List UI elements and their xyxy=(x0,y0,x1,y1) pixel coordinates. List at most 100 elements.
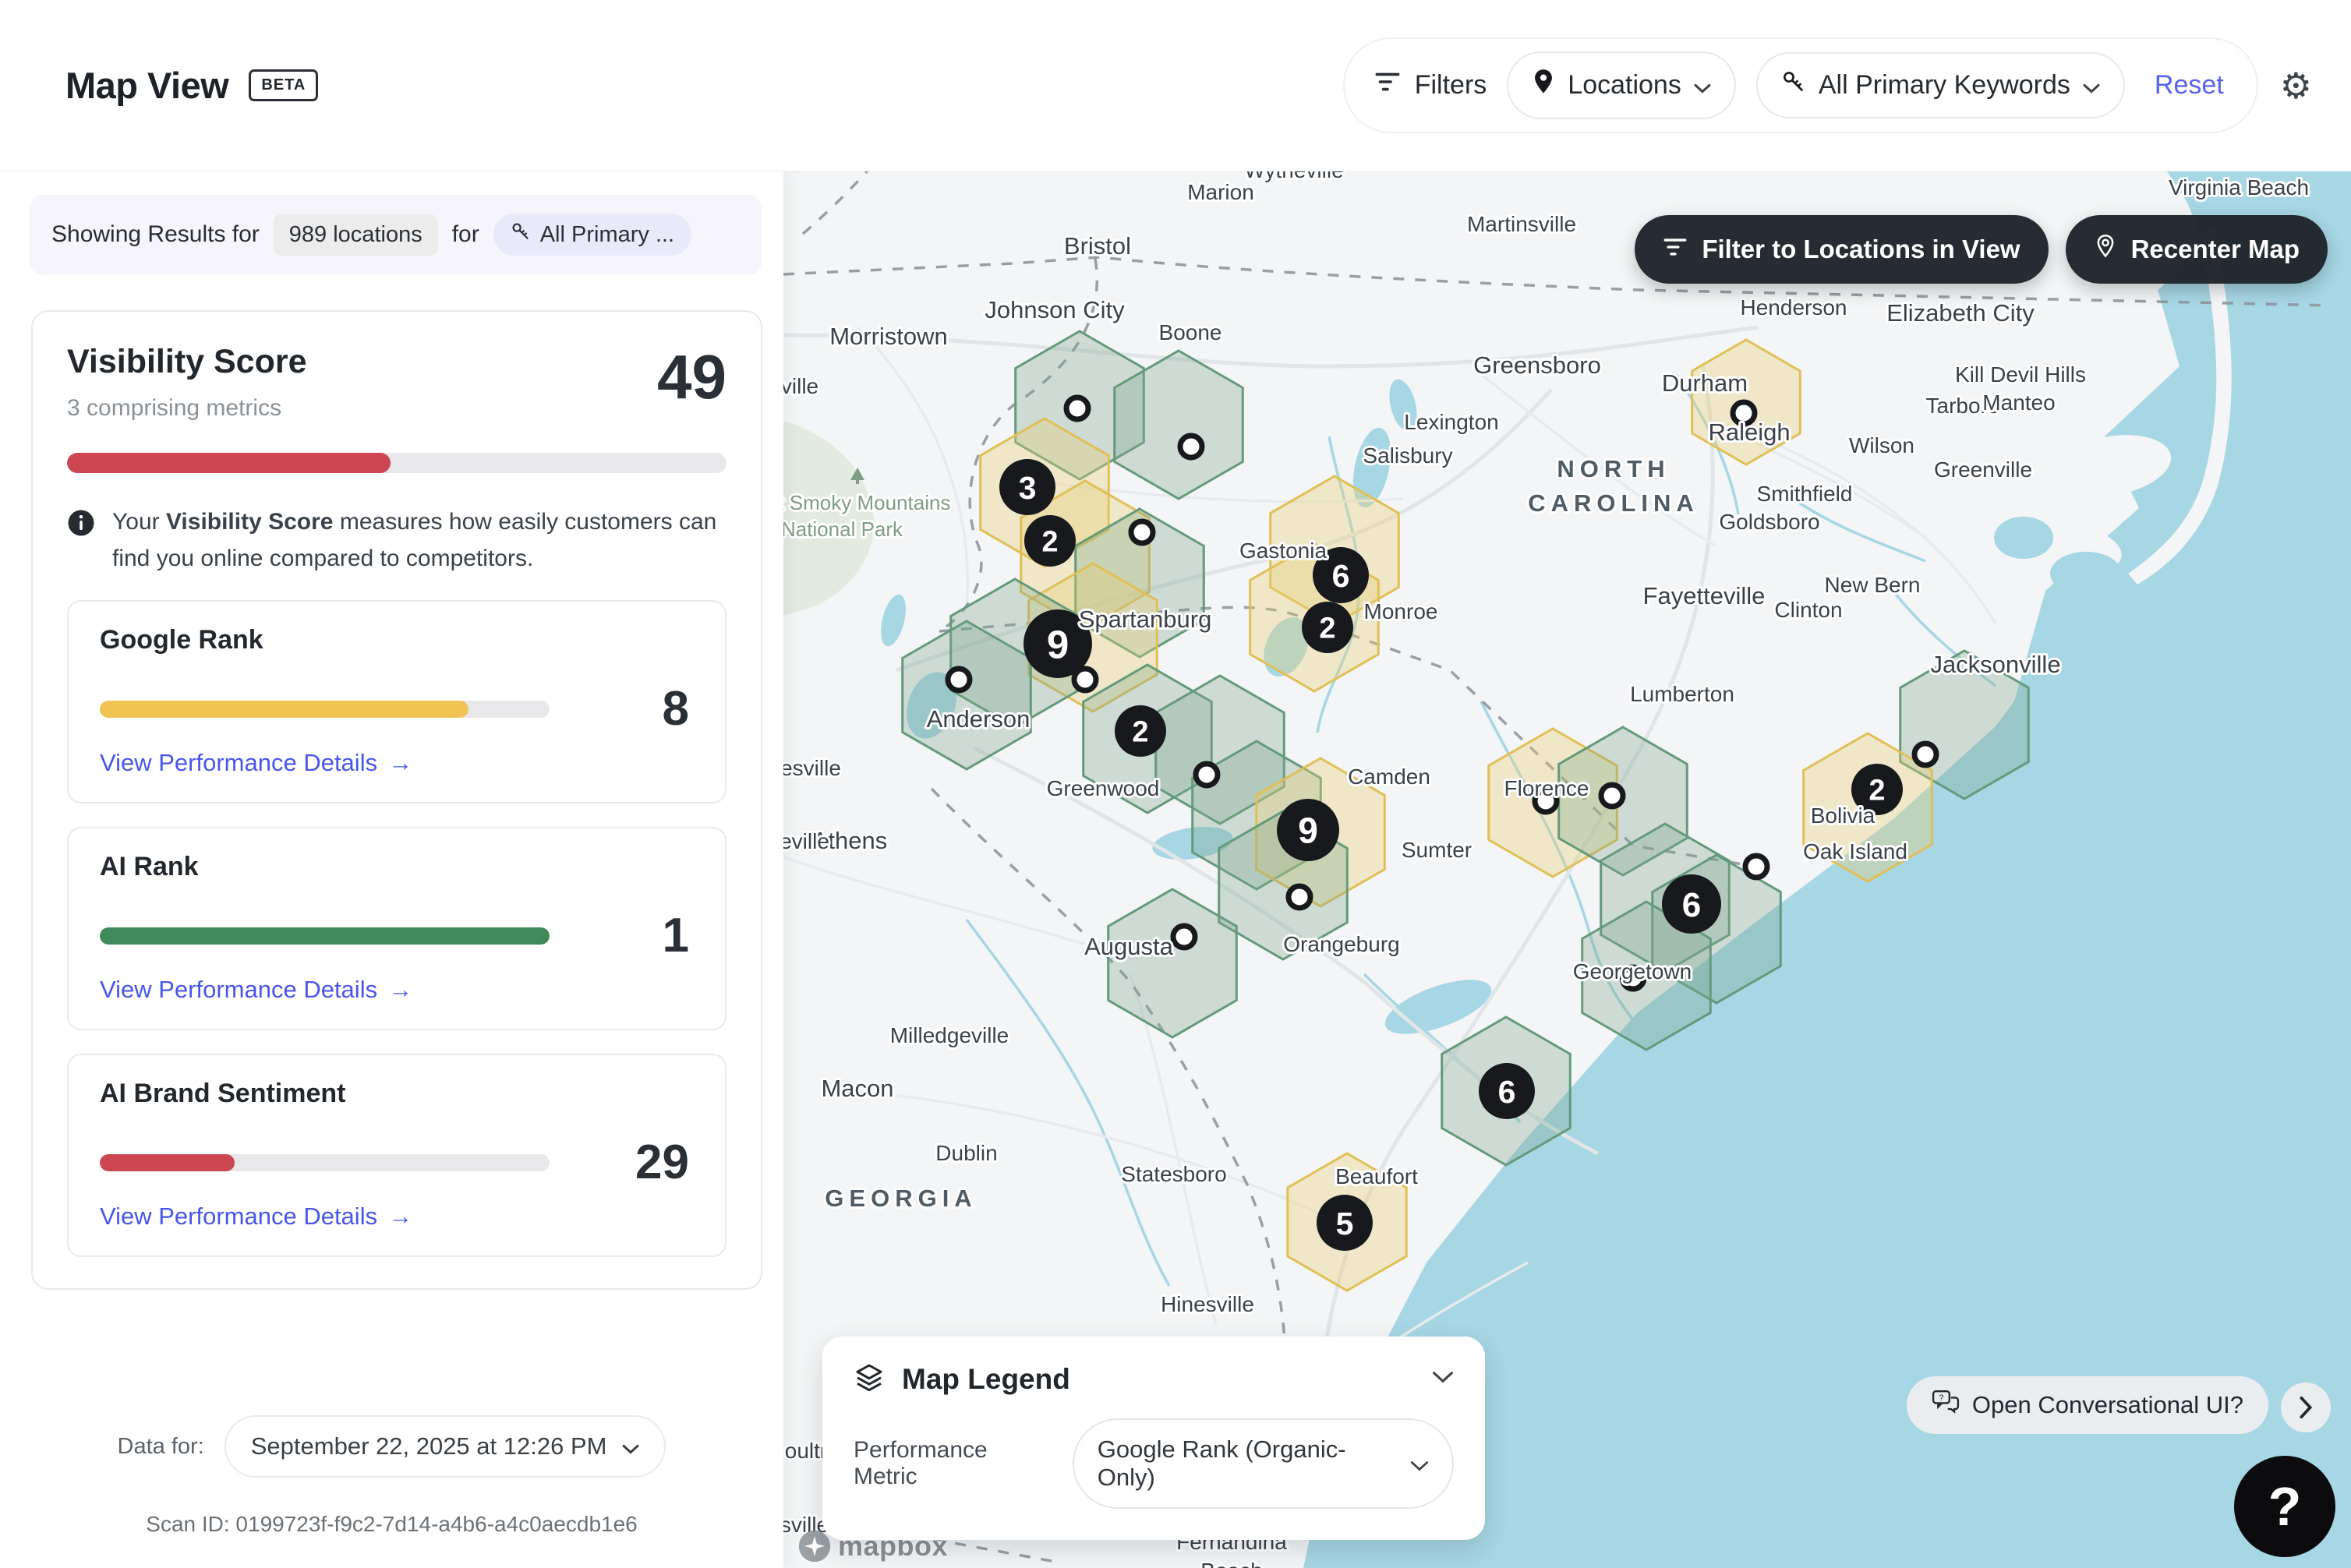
filters-button[interactable]: Filters xyxy=(1374,70,1487,101)
location-dot[interactable] xyxy=(1598,782,1626,810)
info-icon xyxy=(67,509,95,541)
cluster-badge[interactable] xyxy=(1313,547,1369,603)
cluster-badge[interactable] xyxy=(1662,874,1721,934)
map-label: Wytheville xyxy=(1244,171,1343,182)
map-label: Milledgeville xyxy=(890,1023,1009,1047)
cluster-badge[interactable] xyxy=(1277,799,1339,861)
help-button[interactable]: ? xyxy=(2234,1456,2335,1557)
location-dot[interactable] xyxy=(1128,518,1156,546)
map-label: Lumberton xyxy=(1630,682,1734,706)
open-conversational-ui-button[interactable]: ? Open Conversational UI? xyxy=(1906,1376,2268,1434)
map-label: oultr xyxy=(785,1439,827,1463)
metric-progress-track xyxy=(100,1154,550,1171)
visibility-score-subtitle: 3 comprising metrics xyxy=(67,395,282,421)
metric-card-ai-rank: AI Rank 1 View Performance Details → xyxy=(67,827,727,1030)
performance-metric-dropdown[interactable]: Google Rank (Organic-Only) xyxy=(1072,1418,1454,1509)
map-label: Gastonia xyxy=(1239,539,1327,563)
chevron-down-icon xyxy=(622,1432,639,1460)
app-header: Map View BETA Filters Locations xyxy=(0,0,2351,171)
header-controls: Filters Locations All Primary Keywords xyxy=(1342,37,2258,133)
locations-count-badge[interactable]: 989 locations xyxy=(273,214,438,256)
metric-value: 8 xyxy=(662,682,689,736)
cluster-badge[interactable] xyxy=(999,459,1055,515)
cluster-badge[interactable] xyxy=(1851,764,1903,815)
cluster-badge-count: 6 xyxy=(1332,558,1350,594)
cluster-badge-count: 3 xyxy=(1019,470,1037,506)
location-dot[interactable] xyxy=(1193,761,1221,789)
park-icon xyxy=(850,468,864,484)
filter-to-locations-in-view-button[interactable]: Filter to Locations in View xyxy=(1635,215,2049,284)
map-hexagon[interactable] xyxy=(1107,888,1238,1039)
map-label: Augusta xyxy=(1084,933,1174,960)
gear-icon[interactable]: ⚙ xyxy=(2279,65,2312,106)
cluster-badge[interactable] xyxy=(1302,602,1353,653)
map-label: NORTH CAROLINA xyxy=(1528,455,1699,517)
map-label: Orangeburg xyxy=(1283,932,1399,956)
map-label: Martinsville xyxy=(1467,212,1576,236)
map-label: Anderson xyxy=(927,705,1031,733)
chevron-right-icon[interactable] xyxy=(2281,1383,2331,1432)
cluster-badge[interactable] xyxy=(1024,515,1076,567)
view-performance-details-link[interactable]: View Performance Details → xyxy=(100,976,413,1003)
cluster-badge[interactable] xyxy=(1479,1063,1535,1119)
map-label: Kill Devil Hills xyxy=(1955,362,2086,387)
cluster-badge[interactable] xyxy=(1317,1195,1373,1251)
map-hexagon[interactable] xyxy=(1113,349,1244,500)
location-dot[interactable] xyxy=(1063,394,1091,422)
location-dot[interactable] xyxy=(1619,964,1647,992)
sidebar: Showing Results for 989 locations for Al… xyxy=(0,171,783,1568)
cluster-badge-count: 2 xyxy=(1868,775,1885,807)
map-label: Raleigh xyxy=(1708,418,1790,446)
keywords-filter-badge[interactable]: All Primary ... xyxy=(493,214,692,256)
map-label: Hinesville xyxy=(1161,1292,1254,1316)
metric-value: 29 xyxy=(635,1135,689,1189)
reset-button[interactable]: Reset xyxy=(2154,70,2224,100)
map-label: Beaufort xyxy=(1335,1164,1418,1188)
location-pin-icon xyxy=(2094,234,2117,265)
map-label: Florence xyxy=(1504,776,1589,800)
visibility-score-value: 49 xyxy=(657,342,727,411)
location-dot[interactable] xyxy=(1911,740,1939,768)
beta-badge: BETA xyxy=(249,69,319,101)
map-label: Greenwood xyxy=(1047,776,1160,800)
scan-date-dropdown[interactable]: September 22, 2025 at 12:26 PM xyxy=(224,1415,666,1478)
location-dot[interactable] xyxy=(1730,399,1758,427)
map-label: Virginia Beach xyxy=(2169,175,2309,200)
location-dot[interactable] xyxy=(1742,853,1770,881)
data-for-label: Data for: xyxy=(117,1433,204,1459)
location-dot[interactable] xyxy=(1285,883,1313,911)
map-label: Henderson xyxy=(1741,295,1847,320)
key-icon xyxy=(511,221,531,248)
arrow-right-icon: → xyxy=(388,749,413,776)
view-performance-details-link[interactable]: View Performance Details → xyxy=(100,1202,413,1230)
map-label: Jacksonville xyxy=(1930,651,2060,678)
keywords-dropdown[interactable]: All Primary Keywords xyxy=(1755,52,2125,118)
map-label: Smithfield xyxy=(1757,482,1853,506)
recenter-map-button[interactable]: Recenter Map xyxy=(2065,215,2328,284)
map-label: Tarboro xyxy=(1926,394,2000,418)
location-dot[interactable] xyxy=(945,666,973,694)
map-label: Sumter xyxy=(1402,838,1472,862)
arrow-right-icon: → xyxy=(388,976,413,1003)
cluster-badge[interactable] xyxy=(1023,609,1092,678)
map-legend-title: Map Legend xyxy=(902,1362,1070,1395)
chevron-down-icon[interactable] xyxy=(1432,1371,1454,1387)
map-ocean xyxy=(1303,171,2351,1568)
filter-icon xyxy=(1374,70,1401,101)
chevron-down-icon xyxy=(1694,70,1711,101)
cluster-badge[interactable] xyxy=(1115,705,1166,757)
cluster-badge-count: 5 xyxy=(1336,1206,1354,1241)
showing-results-bar: Showing Results for 989 locations for Al… xyxy=(30,195,762,274)
location-dot[interactable] xyxy=(1532,787,1560,815)
metric-value: 1 xyxy=(662,909,689,962)
location-dot[interactable] xyxy=(1170,923,1198,951)
map-label: Elizabeth City xyxy=(1886,299,2035,327)
view-performance-details-link[interactable]: View Performance Details → xyxy=(100,749,413,776)
locations-dropdown[interactable]: Locations xyxy=(1507,51,1736,119)
performance-metric-label: Performance Metric xyxy=(854,1437,988,1489)
map[interactable]: 32926296265WythevilleMarionMartinsvilleB… xyxy=(783,171,2351,1568)
map-hexagon[interactable] xyxy=(1074,507,1205,659)
location-dot[interactable] xyxy=(1071,666,1099,694)
location-dot[interactable] xyxy=(1177,433,1205,461)
